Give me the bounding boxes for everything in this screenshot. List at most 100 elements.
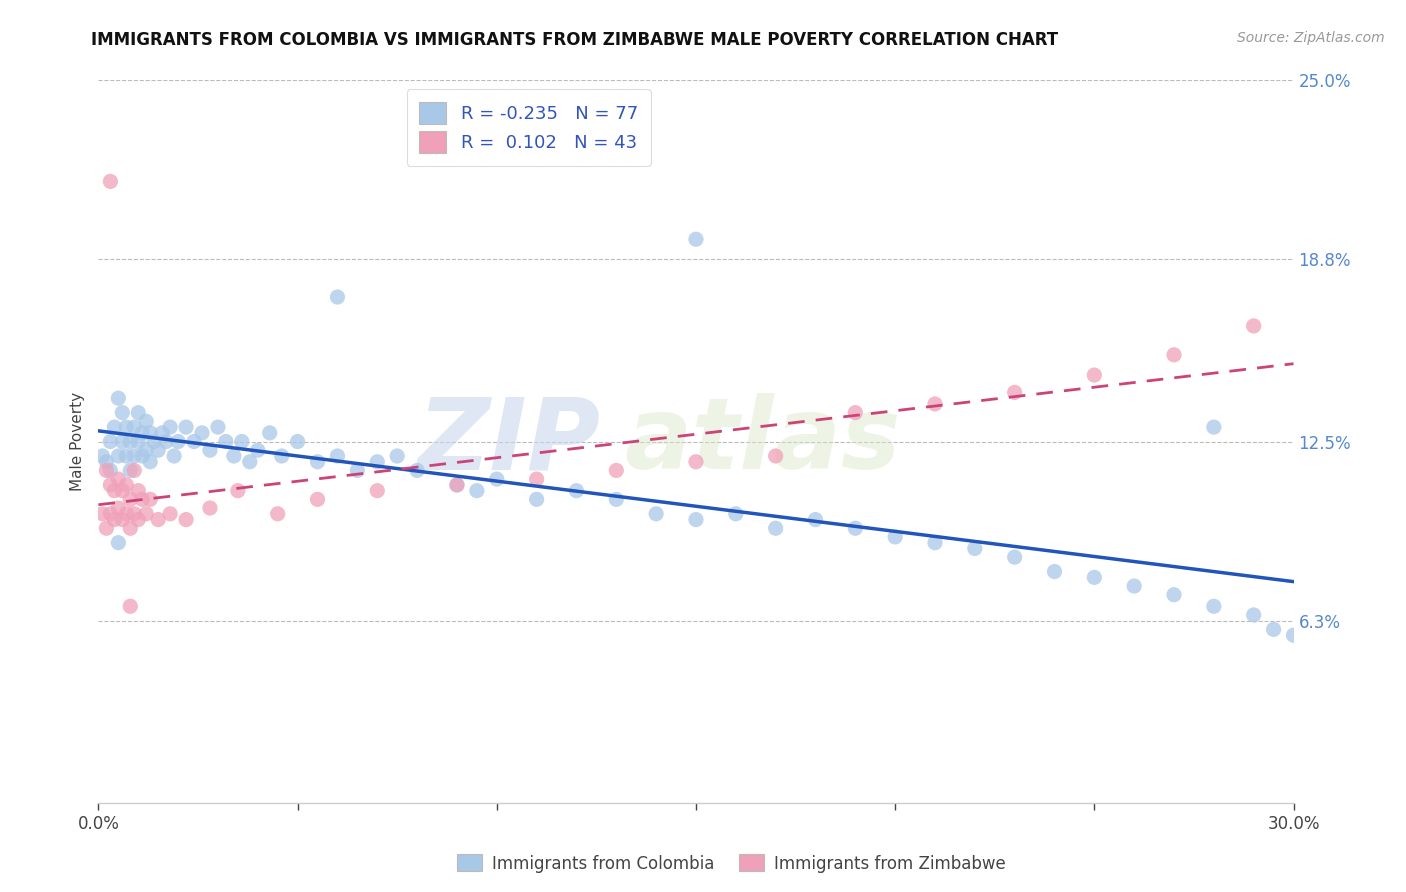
Point <box>131 449 153 463</box>
Point <box>139 425 162 440</box>
Point <box>1004 550 1026 565</box>
Point <box>120 434 142 449</box>
Point <box>139 455 162 469</box>
Point <box>1083 570 1105 584</box>
Point <box>231 434 253 449</box>
Point <box>98 507 122 521</box>
Point <box>111 512 134 526</box>
Point <box>135 443 157 458</box>
Point <box>131 425 153 440</box>
Point <box>963 541 986 556</box>
Point <box>485 472 508 486</box>
Point <box>96 521 118 535</box>
Point <box>1202 599 1225 614</box>
Point <box>120 463 142 477</box>
Point <box>127 434 149 449</box>
Point <box>159 420 181 434</box>
Point <box>326 449 349 463</box>
Point <box>366 483 388 498</box>
Point <box>98 174 122 188</box>
Point <box>307 455 329 469</box>
Point <box>326 290 349 304</box>
Point <box>765 449 787 463</box>
Point <box>1202 420 1225 434</box>
Point <box>1083 368 1105 382</box>
Point <box>103 420 125 434</box>
Point <box>143 434 166 449</box>
Point <box>1243 607 1265 622</box>
Point <box>96 455 118 469</box>
Point <box>526 472 548 486</box>
Point <box>107 501 129 516</box>
Point <box>148 512 170 526</box>
Point <box>183 434 205 449</box>
Point <box>167 434 190 449</box>
Point <box>685 232 707 246</box>
Point <box>239 455 262 469</box>
Point <box>446 478 468 492</box>
Point <box>120 521 142 535</box>
Point <box>685 455 707 469</box>
Point <box>198 443 221 458</box>
Point <box>346 463 368 477</box>
Point <box>215 434 238 449</box>
Point <box>127 483 149 498</box>
Point <box>111 434 134 449</box>
Point <box>135 414 157 428</box>
Point <box>127 406 149 420</box>
Point <box>1123 579 1146 593</box>
Point <box>844 521 866 535</box>
Point <box>446 478 468 492</box>
Point <box>103 512 125 526</box>
Point <box>120 599 142 614</box>
Point <box>98 478 122 492</box>
Point <box>91 449 114 463</box>
Point <box>844 406 866 420</box>
Legend: Immigrants from Colombia, Immigrants from Zimbabwe: Immigrants from Colombia, Immigrants fro… <box>450 847 1012 880</box>
Point <box>222 449 245 463</box>
Point <box>96 463 118 477</box>
Point <box>131 492 153 507</box>
Point <box>191 425 214 440</box>
Point <box>406 463 429 477</box>
Point <box>127 512 149 526</box>
Point <box>174 420 197 434</box>
Point <box>307 492 329 507</box>
Point <box>804 512 827 526</box>
Point <box>115 507 138 521</box>
Point <box>226 483 249 498</box>
Point <box>124 507 146 521</box>
Point <box>765 521 787 535</box>
Point <box>207 420 229 434</box>
Point <box>124 420 146 434</box>
Point <box>98 434 122 449</box>
Point <box>267 507 290 521</box>
Point <box>111 483 134 498</box>
Point <box>139 492 162 507</box>
Point <box>605 463 627 477</box>
Y-axis label: Male Poverty: Male Poverty <box>70 392 86 491</box>
Point <box>155 434 177 449</box>
Point <box>198 501 221 516</box>
Point <box>115 478 138 492</box>
Point <box>111 406 134 420</box>
Point <box>98 463 122 477</box>
Point <box>107 472 129 486</box>
Text: Source: ZipAtlas.com: Source: ZipAtlas.com <box>1237 31 1385 45</box>
Point <box>1263 623 1285 637</box>
Point <box>287 434 309 449</box>
Point <box>385 449 409 463</box>
Point <box>115 420 138 434</box>
Point <box>1282 628 1305 642</box>
Text: IMMIGRANTS FROM COLOMBIA VS IMMIGRANTS FROM ZIMBABWE MALE POVERTY CORRELATION CH: IMMIGRANTS FROM COLOMBIA VS IMMIGRANTS F… <box>91 31 1059 49</box>
Point <box>924 397 946 411</box>
Point <box>103 483 125 498</box>
Point <box>884 530 907 544</box>
Point <box>120 492 142 507</box>
Point <box>163 449 186 463</box>
Point <box>366 455 388 469</box>
Point <box>150 425 173 440</box>
Point <box>605 492 627 507</box>
Point <box>1243 318 1265 333</box>
Point <box>924 535 946 549</box>
